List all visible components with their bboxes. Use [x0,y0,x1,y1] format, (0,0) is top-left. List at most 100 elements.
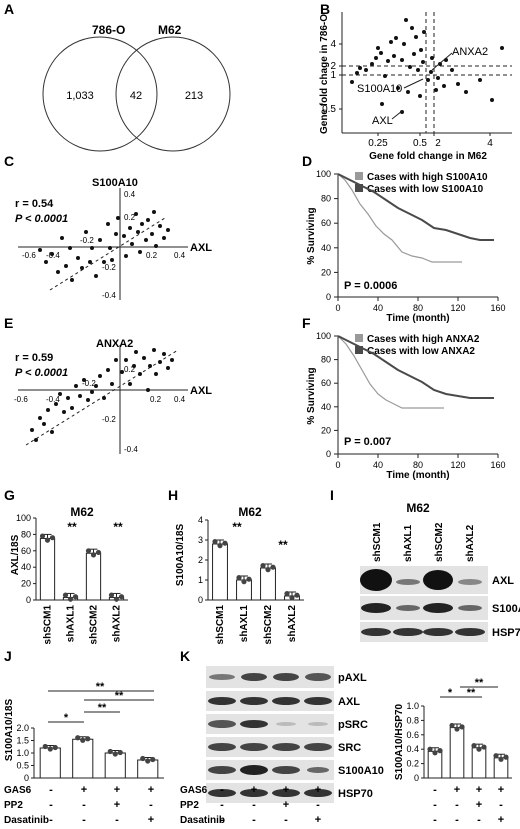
treatment-sign: + [315,784,321,796]
scatter-point [30,428,34,432]
replicate-point [241,579,246,584]
y-tick-label: 20 [321,425,331,435]
panel-label-d: D [302,153,312,169]
scatter-point [134,350,138,354]
bar [450,728,464,778]
bar [261,568,276,600]
panel-h-ylabel: S100A10/18S [175,524,186,587]
replicate-point [45,538,50,543]
treatment-sign: + [476,799,482,811]
treatment-sign: - [316,799,320,811]
y-tick-label: 2 [198,555,203,565]
panel-h-title: M62 [238,505,262,519]
scatter-point [122,234,126,238]
panel-k-sig: ** [475,677,484,689]
scatter-point [166,228,170,232]
scatter-point [58,392,62,396]
treatment-sign: + [476,784,482,796]
replicate-point [73,594,78,599]
scatter-point [358,66,362,70]
treatment-sign: + [114,784,120,796]
lane-label: shAXL2 [465,524,476,562]
y-tick-label: 0.2 [406,759,419,769]
legend-high-swatch [355,334,363,342]
scatter-point [429,70,433,74]
x-tick-label: 80 [413,460,423,470]
replicate-point [437,748,442,753]
panel-label-k: K [180,648,190,664]
scatter-point [490,98,494,102]
treatment-sign: + [283,799,289,811]
x-tick-label: 160 [490,303,505,313]
y-tick-label: 60 [21,546,31,556]
scatter-point [54,402,58,406]
scatter-point [144,238,148,242]
scatter-point [124,358,128,362]
scatter-point [128,382,132,386]
panel-label-h: H [168,487,178,503]
venn-right-count: 213 [185,90,203,102]
panel-k-band: SRC [338,742,361,754]
scatter-point [402,42,406,46]
venn-right-label: M62 [158,23,182,37]
replicate-point [493,753,498,758]
replicate-point [63,592,68,597]
scatter-point [46,408,50,412]
scatter-point [38,248,42,252]
panel-c-ytick: 0.4 [124,190,136,199]
replicate-point [40,533,45,538]
treatment-label: GAS6 [4,785,32,796]
x-tick-label: 160 [490,460,505,470]
legend-high-swatch [355,172,363,180]
scatter-point [158,360,162,364]
panel-f-legend-high: Cases with high ANXA2 [367,334,480,345]
scatter-point [436,76,440,80]
x-category-label: shAXL1 [239,605,250,643]
replicate-point [75,735,80,740]
treatment-sign: + [283,784,289,796]
scatter-point [94,384,98,388]
label-axl: AXL [372,115,393,127]
replicate-point [53,745,58,750]
scatter-point [450,68,454,72]
panel-j-ylabel: S100A10/18S [4,699,15,762]
panel-c-xtick: -0.2 [80,236,94,245]
scatter-point [102,260,106,264]
scatter-point [114,232,118,236]
replicate-point [294,593,299,598]
scatter-point [146,218,150,222]
panel-e-xtick: -0.6 [14,395,28,404]
scatter-point [64,264,68,268]
scatter-point [78,394,82,398]
y-tick-label: 0.6 [406,730,419,740]
s100a10-pointer [404,79,423,88]
treatment-sign: - [82,799,86,811]
y-tick-label: 20 [321,267,331,277]
panel-d-legend-high: Cases with high S100A10 [367,172,488,183]
venn-left-label: 786-O [92,23,125,37]
panel-e-p: P < 0.0001 [15,367,68,379]
replicate-point [498,757,503,762]
panel-b-xtick: 0.5 [413,138,427,149]
treatment-label: Dasatinib [4,815,49,826]
scatter-point [90,246,94,250]
replicate-point [459,724,464,729]
replicate-point [150,757,155,762]
scatter-point [80,266,84,270]
scatter-point [392,54,396,58]
scatter-point [56,270,60,274]
panel-k-blot [206,666,334,803]
y-tick-label: 0 [326,449,331,459]
lane-label: shSCM2 [434,522,445,562]
x-tick-label: 120 [450,303,465,313]
replicate-point [109,592,114,597]
scatter-point [108,246,112,250]
venn-left-count: 1,033 [66,90,94,102]
panel-c-p: P < 0.0001 [15,213,68,225]
panel-k-chart: 1.00.80.60.40.20 [406,701,512,783]
scatter-point [70,406,74,410]
treatment-sign: - [82,814,86,826]
treatment-sign: - [252,799,256,811]
y-tick-label: 1 [198,575,203,585]
replicate-point [284,591,289,596]
